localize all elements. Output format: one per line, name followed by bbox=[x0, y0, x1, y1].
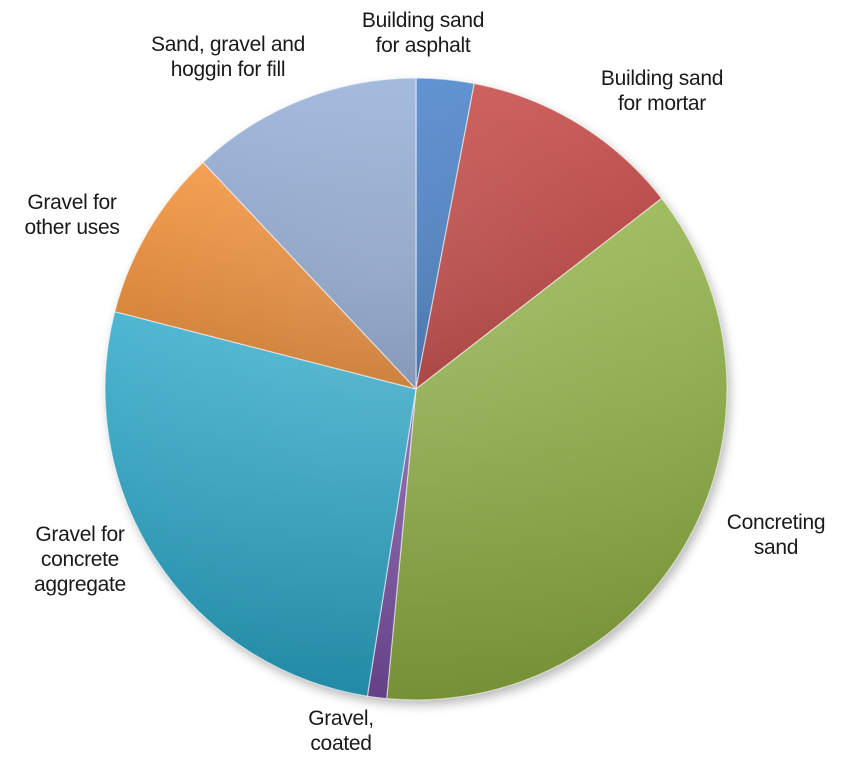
slice-label-building-sand-asphalt: Building sand for asphalt bbox=[361, 9, 485, 57]
slice-label-building-sand-mortar: Building sand for mortar bbox=[600, 67, 724, 115]
slice-label-concreting-sand: Concreting sand bbox=[726, 511, 826, 559]
slice-label-gravel-other-uses: Gravel for other uses bbox=[24, 191, 120, 239]
slice-label-sand-gravel-hoggin-fill: Sand, gravel and hoggin for fill bbox=[151, 33, 305, 81]
slice-label-gravel-concrete-aggregate: Gravel for concrete aggregate bbox=[34, 523, 126, 596]
pie-slices bbox=[104, 77, 728, 701]
slice-label-gravel-coated: Gravel, coated bbox=[308, 707, 374, 755]
pie-gloss-overlay bbox=[105, 78, 727, 700]
